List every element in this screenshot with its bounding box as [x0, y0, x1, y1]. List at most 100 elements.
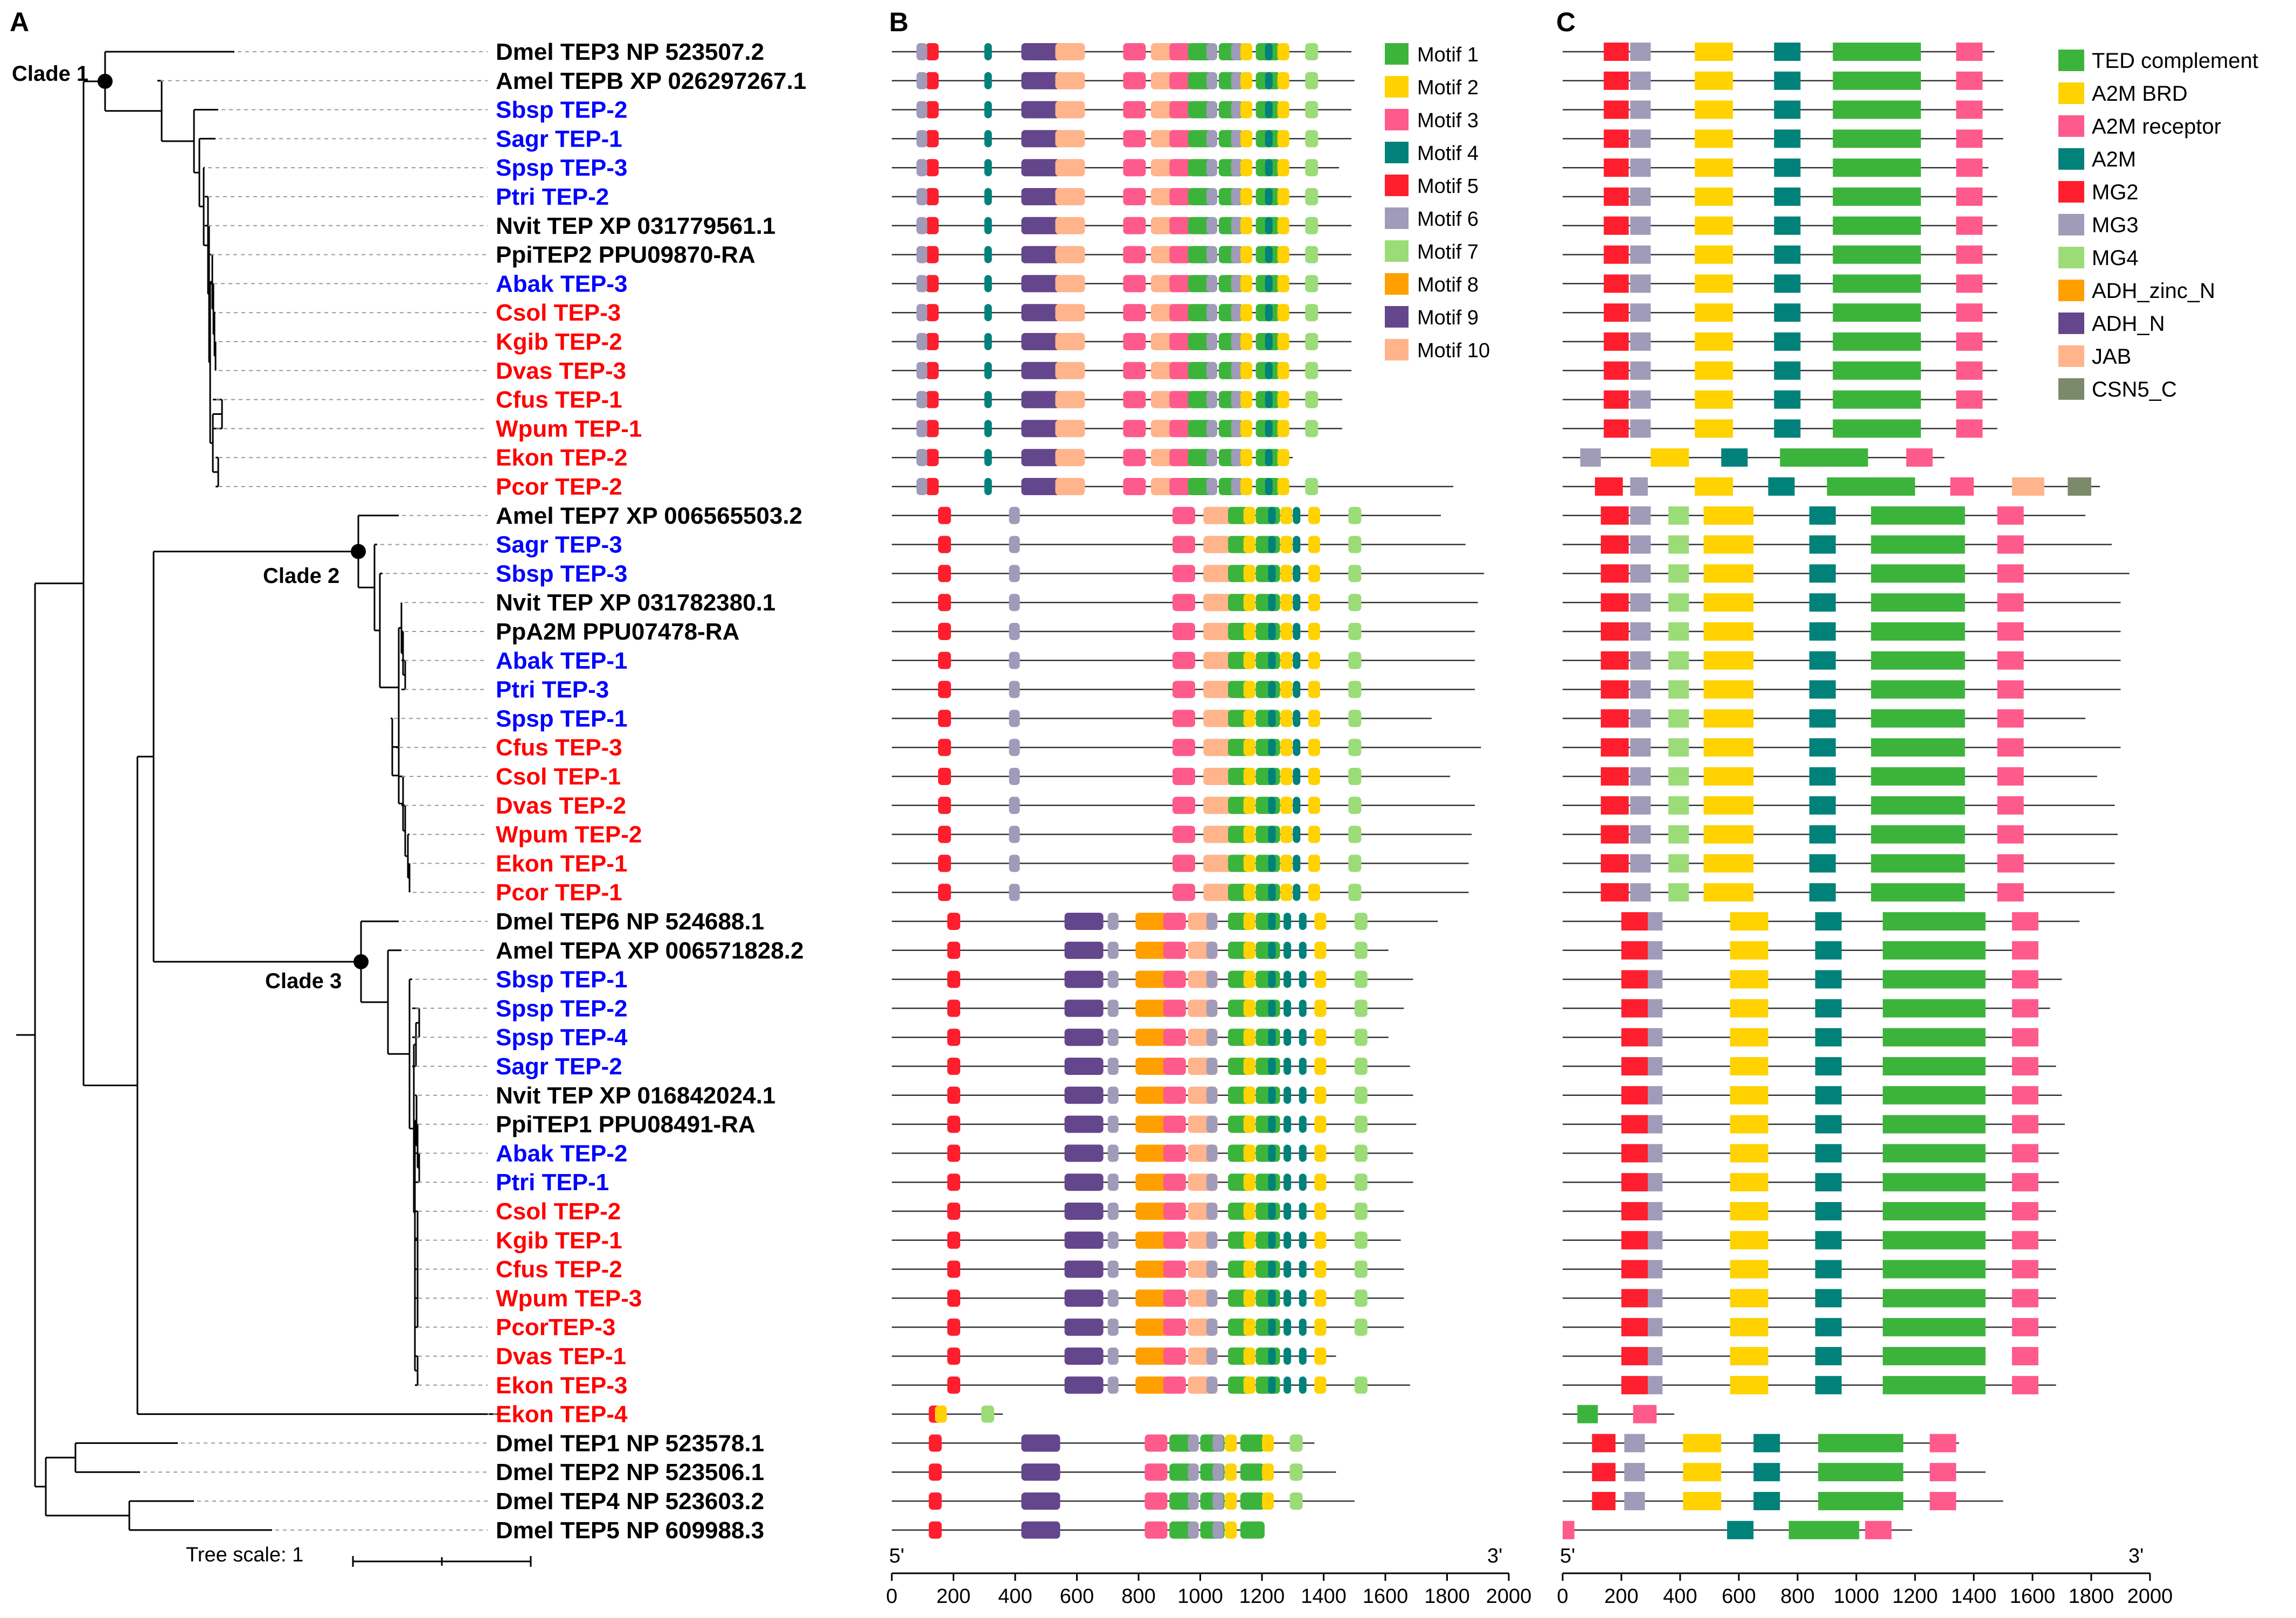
motif-2-box: [1277, 391, 1289, 408]
motif-4-box: [1284, 1086, 1292, 1104]
motif-4-box: [984, 188, 992, 205]
motif-6-box: [1231, 333, 1242, 350]
domain-box: [1600, 593, 1629, 612]
domain-box: [1774, 43, 1801, 61]
motif-7-box: [1305, 72, 1319, 89]
tree-leader-lines: [143, 51, 504, 1531]
motif-7-box: [1348, 536, 1362, 553]
domain-box: [2011, 1260, 2038, 1279]
domain-box: [1621, 1173, 1648, 1192]
motif-2-box: [1308, 506, 1320, 524]
domain-box: [1833, 188, 1921, 206]
motif-4-box: [1299, 1348, 1307, 1365]
domain-box: [1774, 71, 1801, 90]
motif-4-box: [1299, 1115, 1307, 1133]
motif-2-box: [1240, 246, 1252, 263]
motif-6-box: [916, 391, 927, 408]
clade3-node: [353, 954, 369, 969]
motif-2-box: [1243, 855, 1255, 872]
motif-5-box: [928, 1492, 942, 1510]
panel-label-c: C: [1556, 7, 1576, 37]
motif-3-box: [1123, 449, 1146, 467]
domain-box: [1956, 303, 1983, 322]
sequence-label: Ekon TEP-1: [496, 850, 628, 877]
motif-7-box: [1348, 680, 1362, 698]
motif-7-box: [1348, 623, 1362, 640]
motif-10-box: [1055, 217, 1085, 234]
motif-5-box: [925, 130, 939, 148]
sequence-label: Nvit TEP XP 031779561.1: [496, 213, 775, 239]
motif-6-box: [1206, 188, 1217, 205]
motif-2-box: [1277, 275, 1289, 293]
sequence-label: Ptri TEP-1: [496, 1169, 609, 1196]
motif-2-box: [1243, 796, 1255, 814]
domain-box: [1621, 1115, 1648, 1134]
motif-2-box: [1280, 536, 1293, 553]
motif-6-box: [1009, 623, 1020, 640]
axis-tick-label: 1800: [2069, 1585, 2114, 1608]
motif-10-box: [1203, 680, 1233, 698]
motif-2-box: [1240, 130, 1252, 148]
domain-box: [1683, 1492, 1722, 1510]
motif-6-box: [1206, 1348, 1217, 1365]
motif-7-box: [1354, 1203, 1368, 1220]
motif-4-box: [984, 275, 992, 293]
domain-box: [1648, 1173, 1663, 1192]
domain-box: [1695, 216, 1733, 235]
motif-5-box: [938, 825, 951, 843]
motif-6-box: [916, 449, 927, 467]
domain-box: [1703, 825, 1754, 844]
domain-box: [1997, 564, 2024, 583]
sequence-label: Sagr TEP-1: [496, 126, 622, 152]
motif-5-box: [928, 1521, 942, 1539]
domain-box: [1668, 680, 1689, 699]
motif-2-box: [1308, 825, 1320, 843]
domain-box: [1703, 854, 1754, 873]
motif-4-box: [1299, 1289, 1307, 1307]
domain-axis: 0 200 400 600 800 1000 1200 1400 1600 1800 2000 5' 3…: [1557, 1545, 2173, 1608]
domain-box: [1730, 1115, 1768, 1134]
motif-3-box: [1169, 188, 1192, 205]
motif-2-box: [1280, 565, 1293, 582]
motif-6-box: [1107, 1318, 1119, 1336]
domain-box: [2011, 1289, 2038, 1308]
motif-8-box: [1135, 1115, 1168, 1133]
motif-5-box: [925, 304, 939, 322]
motif-7-box: [1354, 1376, 1368, 1394]
domain-box: [1604, 332, 1629, 351]
motif-4-box: [1268, 999, 1276, 1017]
motif-6-box: [1107, 970, 1119, 988]
motif-4-box: [984, 304, 992, 322]
motif-2-box: [1314, 941, 1327, 959]
motif-6-box: [1231, 391, 1242, 408]
axis-tick-label: 1200: [1892, 1585, 1938, 1608]
domain-box: [1774, 216, 1801, 235]
domain-box: [1580, 448, 1601, 467]
motif-3-box: [1163, 1376, 1186, 1394]
motif-1-box: [1255, 941, 1280, 959]
motif-6-box: [1206, 1029, 1217, 1046]
motif-6-box: [1206, 304, 1217, 322]
domain-box: [1815, 1376, 1842, 1394]
domain-box: [1788, 1520, 1860, 1539]
motif-6-box: [1206, 246, 1217, 263]
motif-legend-swatch: [1385, 109, 1409, 130]
motif-7-box: [1354, 941, 1368, 959]
motif-7-box: [1305, 188, 1319, 205]
domain-box: [2011, 970, 2038, 989]
motif-1-box: [1255, 1144, 1280, 1162]
axis-tick-label: 200: [937, 1585, 970, 1608]
motif-4-box: [1293, 739, 1301, 756]
domain-box: [1815, 1318, 1842, 1337]
domain-box: [1630, 303, 1651, 322]
domain-box: [1648, 1086, 1663, 1105]
axis-tick-label: 0: [886, 1585, 897, 1608]
domain-box: [1600, 564, 1629, 583]
motif-9-box: [1021, 159, 1060, 177]
motif-3-box: [1163, 1173, 1186, 1191]
motif-1-box: [1188, 391, 1212, 408]
domain-box: [1815, 1144, 1842, 1163]
domain-box: [1630, 796, 1651, 815]
motif-9-box: [1021, 1521, 1060, 1539]
motif-2-box: [1314, 1289, 1327, 1307]
